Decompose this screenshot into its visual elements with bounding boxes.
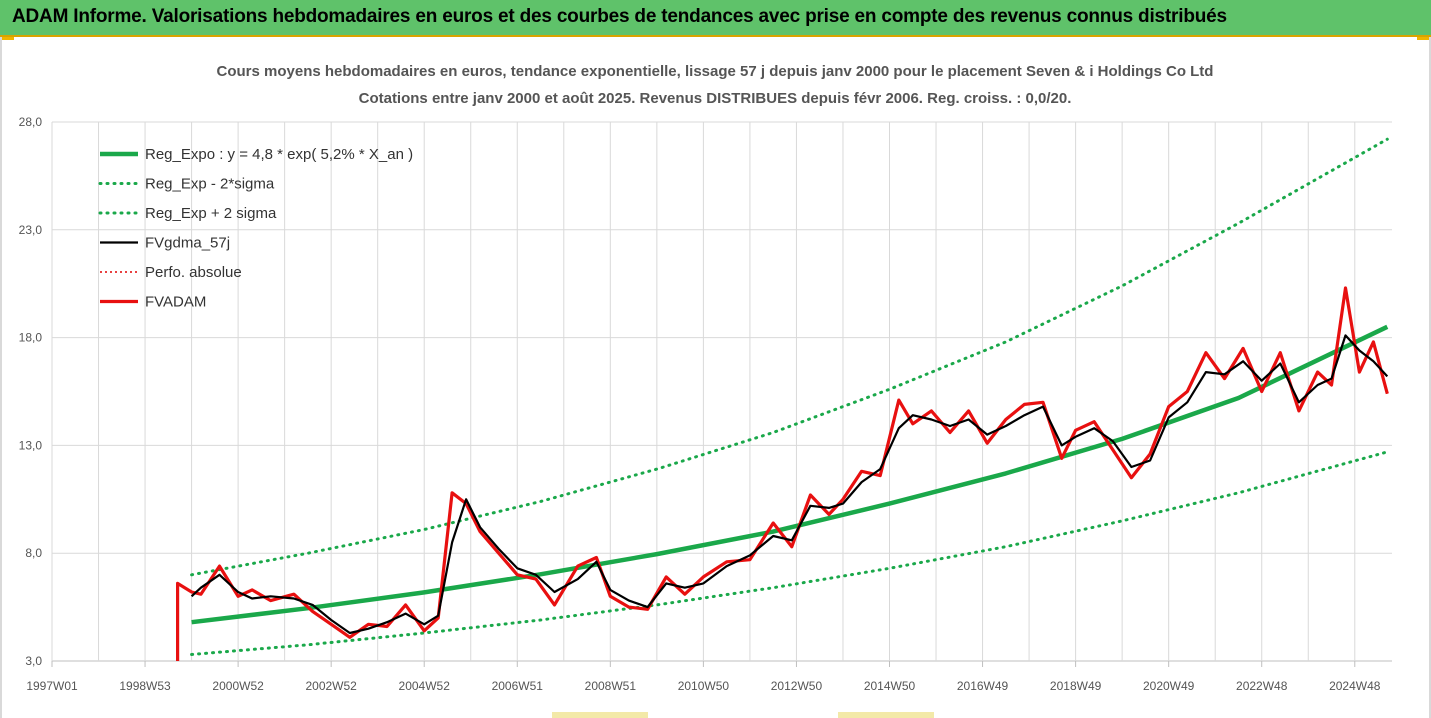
x-tick-label: 2020W49 — [1143, 679, 1195, 693]
x-tick-label: 1998W53 — [119, 679, 171, 693]
fvgdma-57j-line — [190, 334, 1389, 635]
sheet-tab-2[interactable] — [838, 712, 934, 718]
x-tick-label: 2008W51 — [585, 679, 637, 693]
chart-subtitle: Cotations entre janv 2000 et août 2025. … — [359, 90, 1072, 107]
report-banner: ADAM Informe. Valorisations hebdomadaire… — [0, 0, 1431, 37]
sheet-tab-1[interactable] — [552, 712, 648, 718]
series-lines — [176, 137, 1389, 661]
x-tick-label: 2000W52 — [212, 679, 264, 693]
legend-entry: Perfo. absolue — [145, 264, 242, 281]
chart-title: Cours moyens hebdomadaires en euros, ten… — [217, 63, 1214, 80]
x-tick-label: 2022W48 — [1236, 679, 1288, 693]
trend-line — [191, 324, 1389, 625]
gridlines — [51, 121, 1392, 667]
y-tick-label: 3,0 — [25, 654, 42, 668]
y-tick-label: 18,0 — [19, 331, 43, 345]
chart-legend: Reg_Expo : y = 4,8 * exp( 5,2% * X_an ) R… — [98, 146, 413, 311]
x-tick-label: 2010W50 — [678, 679, 730, 693]
x-tick-label: 2014W50 — [864, 679, 916, 693]
x-tick-label: 2016W49 — [957, 679, 1009, 693]
corner-mark-right — [1417, 37, 1431, 40]
x-tick-label: 2018W49 — [1050, 679, 1102, 693]
x-axis-ticks: 1997W01 1998W53 2000W52 2002W52 2004W52 2006W… — [26, 679, 1380, 693]
y-tick-label: 13,0 — [19, 438, 43, 452]
x-tick-label: 2004W52 — [399, 679, 451, 693]
x-tick-label: 2006W51 — [492, 679, 544, 693]
x-tick-label: 2024W48 — [1329, 679, 1381, 693]
lower-sigma-line — [190, 450, 1389, 656]
fvadam-line — [176, 286, 1389, 661]
upper-sigma-line — [190, 137, 1389, 577]
y-tick-label: 23,0 — [19, 223, 43, 237]
report-title: ADAM Informe. Valorisations hebdomadaire… — [12, 6, 1227, 27]
chart-frame — [0, 37, 1431, 718]
corner-mark-left — [0, 37, 14, 40]
x-tick-label: 1997W01 — [26, 679, 78, 693]
legend-entry: Reg_Exp + 2 sigma — [145, 205, 277, 222]
y-tick-label: 8,0 — [25, 546, 42, 560]
x-tick-label: 2012W50 — [771, 679, 823, 693]
x-tick-label: 2002W52 — [305, 679, 357, 693]
legend-entry: FVgdma_57j — [145, 235, 230, 252]
y-tick-label: 28,0 — [19, 115, 43, 129]
y-axis-ticks: 3,0 8,0 13,0 18,0 23,0 28,0 — [19, 115, 43, 668]
legend-entry: Reg_Exp - 2*sigma — [145, 176, 275, 193]
legend-entry: Reg_Expo : y = 4,8 * exp( 5,2% * X_an ) — [145, 146, 413, 163]
legend-entry: FVADAM — [145, 294, 206, 311]
